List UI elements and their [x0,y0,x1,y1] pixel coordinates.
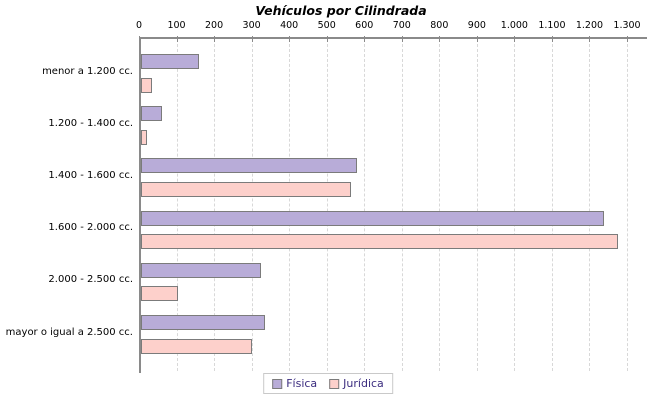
bar-juridica [141,338,252,354]
tick-mark [214,36,216,42]
gridline [401,39,403,371]
legend-swatch-juridica-icon [329,378,340,389]
x-tick-label: 1.200 [575,20,604,31]
tick-mark [514,36,516,42]
tick-mark [251,36,253,42]
gridline [289,39,291,371]
x-tick-label: 200 [204,20,224,31]
x-tick-label: 400 [280,20,299,31]
x-tick-label: 500 [317,20,336,31]
tick-mark [589,36,591,42]
bar-juridica [141,129,147,145]
bar-juridica [141,286,179,302]
gridline [476,39,478,371]
gridline [439,39,441,371]
x-tick-label: 600 [355,20,374,31]
tick-mark [326,36,328,42]
bar-juridica [141,77,153,93]
tick-mark [439,36,441,42]
category-label: menor a 1.200 cc. [42,65,133,77]
x-tick-label: 1.300 [613,20,641,31]
legend-item-fisica: Física [272,377,317,390]
gridline [589,39,591,371]
x-axis-line [139,37,647,39]
tick-mark [401,36,403,42]
x-tick-label: 1.000 [500,20,528,31]
x-tick-label: 1.100 [538,20,566,31]
gridline [214,39,216,371]
y-axis-line [139,37,141,373]
bar-fisica [141,54,200,69]
gridline [551,39,553,371]
tick-mark [551,36,553,42]
category-label: 2.000 - 2.500 cc. [48,274,133,286]
legend-swatch-fisica-icon [272,378,283,389]
bar-juridica [141,234,618,250]
tick-mark [139,36,140,42]
tick-mark [364,36,366,42]
x-tick-label: 0 [135,20,143,31]
bar-fisica [141,210,605,226]
gridline [514,39,516,371]
bar-fisica [141,158,357,174]
gridline [627,39,628,371]
category-label: 1.600 - 2.000 cc. [48,222,133,234]
category-label: 1.200 - 1.400 cc. [48,117,133,129]
tick-mark [289,36,291,42]
tick-mark [627,36,628,42]
x-tick-label: 800 [430,20,449,31]
bar-fisica [141,262,261,278]
category-label: mayor o igual a 2.500 cc. [5,326,133,338]
bar-juridica [141,181,352,197]
category-label: 1.400 - 1.600 cc. [48,169,133,181]
bar-fisica [141,315,265,330]
legend-label-fisica: Física [286,377,318,390]
x-tick-label: 300 [242,20,261,31]
chart-title: Vehículos por Cilindrada [255,3,427,18]
plot-area: 0 100 200 300 400 500 600 700 800 900 1.000 1.100 1.… [136,20,647,373]
gridline [176,39,178,371]
tick-mark [176,36,178,42]
bar-fisica [141,106,162,122]
x-tick-label: 700 [392,20,411,31]
gridline [251,39,253,371]
x-tick-label: 900 [467,20,486,31]
legend-item-juridica: Jurídica [329,377,384,390]
x-tick-label: 100 [167,20,186,31]
legend: Física Jurídica [263,373,393,394]
tick-mark [476,36,478,42]
gridline [364,39,366,371]
legend-label-juridica: Jurídica [343,377,384,390]
gridline [326,39,328,371]
